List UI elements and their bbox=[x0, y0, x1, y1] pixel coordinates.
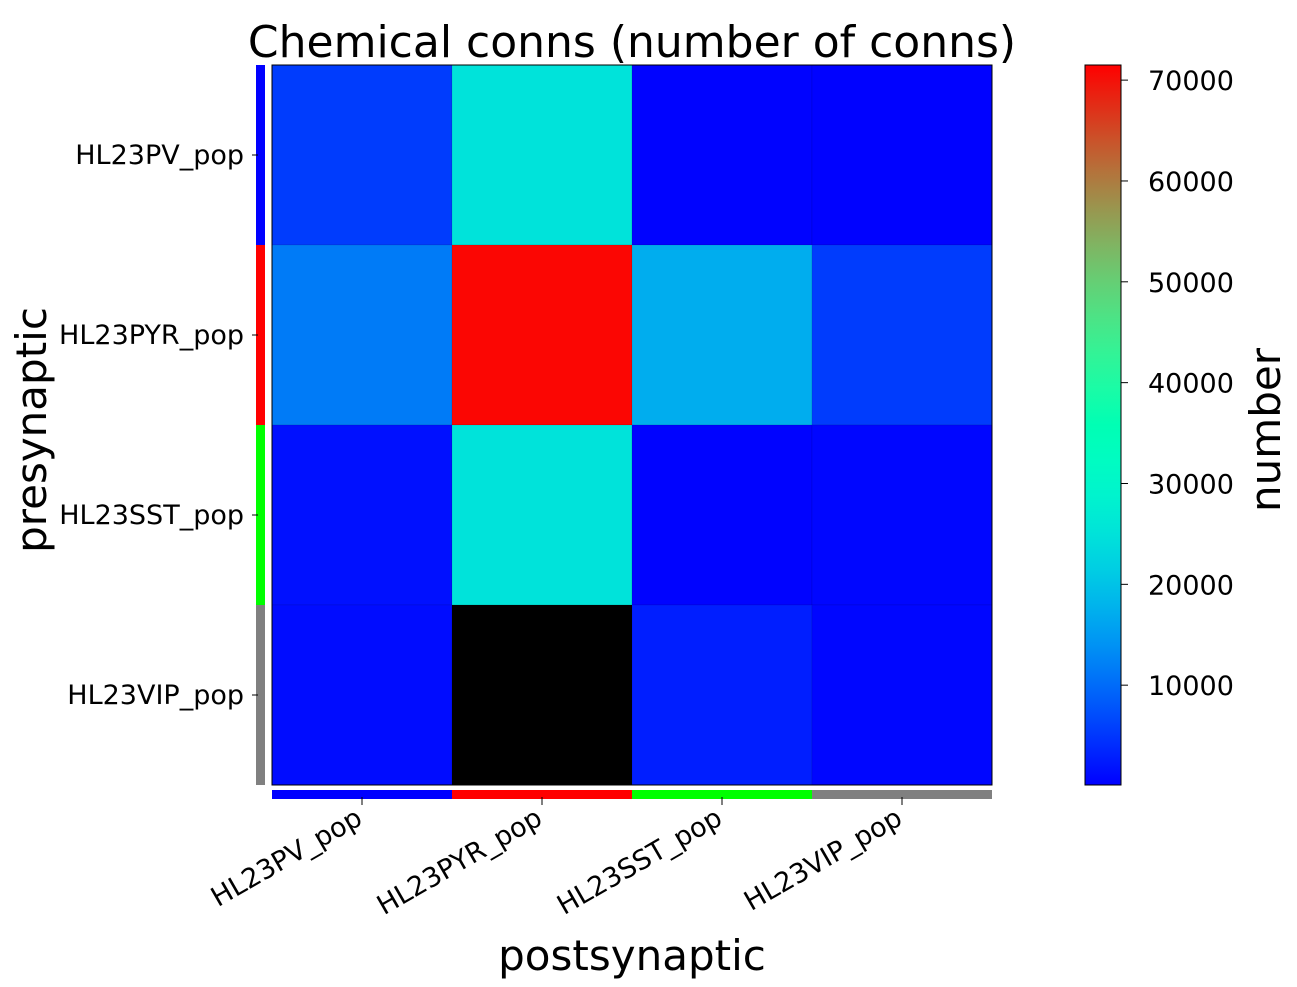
heatmap-cell bbox=[271, 604, 453, 786]
y-tick-label: HL23SST_pop bbox=[59, 500, 244, 531]
heatmap-cell bbox=[631, 604, 813, 786]
x-axis-ticks: HL23PV_pop HL23PYR_pop HL23SST_pop HL23VIP_… bbox=[206, 797, 908, 922]
heatmap-cell bbox=[811, 604, 993, 786]
colorbar-tick-label: 70000 bbox=[1148, 66, 1234, 97]
x-tick-label: HL23PYR_pop bbox=[372, 802, 548, 921]
chart-title: Chemical conns (number of conns) bbox=[248, 17, 1016, 68]
y-category-strip bbox=[256, 245, 265, 425]
colorbar-ticks: 10000 20000 30000 40000 50000 60000 70000 bbox=[1121, 66, 1234, 702]
colorbar-tick-label: 40000 bbox=[1148, 369, 1234, 400]
heatmap-cell bbox=[271, 424, 453, 606]
y-tick-label: HL23VIP_pop bbox=[67, 680, 244, 711]
y-category-strip bbox=[256, 605, 265, 785]
colorbar-tick-label: 60000 bbox=[1148, 167, 1234, 198]
y-tick-label: HL23PV_pop bbox=[75, 140, 244, 171]
y-category-strip bbox=[256, 425, 265, 605]
heatmap-cell bbox=[811, 244, 993, 426]
heatmap-cell bbox=[451, 64, 633, 246]
heatmap-cell bbox=[451, 604, 633, 786]
y-axis-label: presynaptic bbox=[7, 307, 56, 553]
x-axis-label: postsynaptic bbox=[498, 931, 766, 980]
y-category-strips bbox=[256, 65, 265, 785]
y-tick-label: HL23PYR_pop bbox=[59, 320, 244, 351]
plot-frame bbox=[271, 64, 993, 786]
heatmap-cell bbox=[271, 244, 453, 426]
colorbar-tick-label: 30000 bbox=[1148, 469, 1234, 500]
colorbar-label: number bbox=[1241, 347, 1290, 512]
x-category-strips bbox=[272, 790, 992, 799]
heatmap-cell bbox=[451, 244, 633, 426]
colorbar-tick-label: 20000 bbox=[1148, 570, 1234, 601]
heatmap-cell bbox=[811, 424, 993, 606]
colorbar bbox=[1084, 64, 1122, 786]
x-tick-label: HL23VIP_pop bbox=[739, 802, 908, 917]
heatmap-cell bbox=[631, 424, 813, 606]
heatmap-cell bbox=[631, 64, 813, 246]
y-axis-ticks: HL23PV_pop HL23PYR_pop HL23SST_pop HL23VIP_… bbox=[59, 140, 258, 711]
colorbar-tick-label: 50000 bbox=[1148, 268, 1234, 299]
heatmap-cell bbox=[631, 244, 813, 426]
x-tick-label: HL23SST_pop bbox=[552, 802, 728, 921]
x-tick-label: HL23PV_pop bbox=[206, 802, 368, 913]
x-category-strip bbox=[632, 790, 812, 799]
x-category-strip bbox=[812, 790, 992, 799]
heatmap-cell bbox=[271, 64, 453, 246]
heatmap-cell bbox=[451, 424, 633, 606]
heatmap-cell bbox=[811, 64, 993, 246]
x-category-strip bbox=[452, 790, 632, 799]
y-category-strip bbox=[256, 65, 265, 245]
colorbar-tick-label: 10000 bbox=[1148, 671, 1234, 702]
heatmap-cells bbox=[271, 64, 993, 786]
x-category-strip bbox=[272, 790, 452, 799]
